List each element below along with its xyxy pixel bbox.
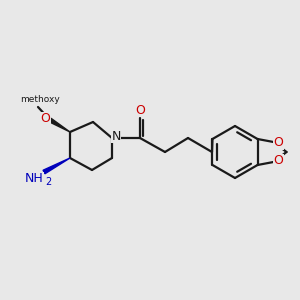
- Text: O: O: [135, 103, 145, 116]
- Polygon shape: [43, 158, 70, 174]
- Text: O: O: [40, 112, 50, 125]
- Text: N: N: [111, 130, 121, 142]
- Text: NH: NH: [25, 172, 44, 185]
- Text: methoxy: methoxy: [20, 94, 60, 103]
- Text: O: O: [274, 136, 284, 149]
- Polygon shape: [49, 118, 70, 132]
- Text: 2: 2: [45, 177, 51, 187]
- Text: O: O: [274, 154, 284, 167]
